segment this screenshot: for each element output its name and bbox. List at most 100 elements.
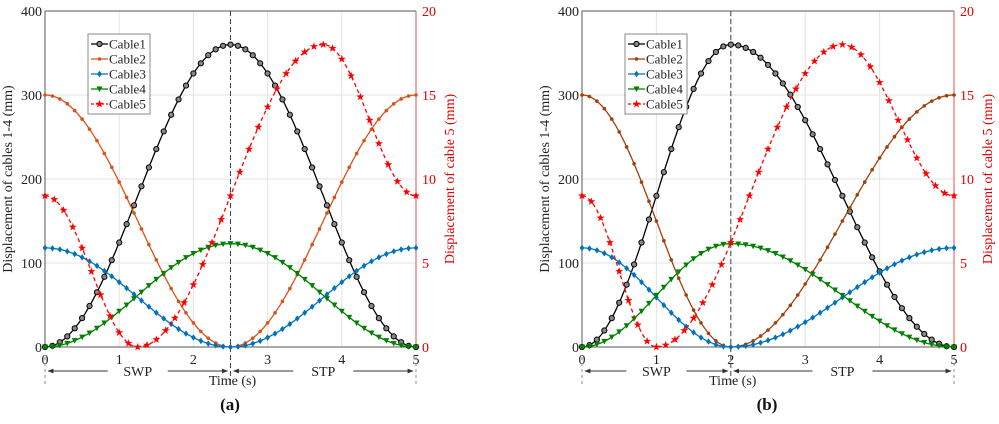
series-cable4 [42,241,419,350]
data-point [249,52,256,59]
data-point [208,238,216,246]
data-point [631,271,637,279]
data-point [170,313,179,322]
data-point [601,327,608,334]
data-point [885,145,889,149]
data-point [228,343,233,351]
data-point [168,265,175,271]
data-point [346,314,353,321]
phase-label-swp: SWP [123,365,152,380]
data-point [273,311,277,315]
data-point [138,289,145,296]
data-point [145,164,152,171]
data-point [152,335,161,343]
series-line [581,94,954,348]
data-point [750,48,757,56]
data-point [819,47,828,56]
data-point [781,312,785,317]
data-point [191,334,196,341]
data-point [817,276,824,283]
data-point [951,244,957,252]
data-point [669,258,674,262]
data-point [754,167,763,176]
data-point [160,128,167,135]
data-point [809,131,816,138]
data-point [727,41,734,48]
data-point [743,342,749,350]
data-point [633,320,642,329]
data-point [59,206,68,214]
data-point [250,340,256,347]
data-point [691,329,696,336]
data-point [884,96,893,104]
data-point [288,286,292,291]
data-point [869,313,876,320]
data-point [912,153,921,162]
data-point [280,325,285,333]
legend-label: Cable3 [109,67,146,82]
data-point [414,93,418,97]
data-point [249,244,256,251]
data-point [123,221,130,228]
y-left-tick-label: 100 [558,257,579,272]
data-point [374,139,383,147]
x-tick-label: 1 [653,353,660,368]
data-point [300,47,309,56]
chart-panel-b: 0 1 2 3 4 5010020030040005101520Displacement … [538,5,996,414]
data-point [773,334,778,341]
data-point [339,278,345,286]
data-point [708,280,717,289]
data-point [391,102,396,106]
data-point [757,245,764,252]
legend-label: Cable2 [109,52,146,67]
data-point [227,241,234,247]
y-left-axis-label: Displacement of cables 1-4 (mm) [1,85,16,273]
data-point [794,262,801,268]
data-point [301,145,308,153]
legend-marker [633,40,640,48]
data-point [668,145,675,153]
data-point [593,341,600,348]
y-left-tick-label: 400 [558,5,579,20]
data-point [309,164,316,171]
x-tick-label: 0 [579,353,586,368]
data-point [726,238,735,246]
data-point [829,42,838,50]
data-point [116,278,122,286]
data-point [809,271,816,278]
panel-label: (a) [220,395,240,414]
data-point [80,117,84,121]
data-point [616,329,623,335]
y-right-tick-label: 10 [422,173,436,188]
legend-marker [634,70,639,78]
data-point [361,325,368,332]
data-point [773,321,778,325]
data-point [773,123,782,131]
data-point [64,248,70,255]
data-point [323,202,331,209]
data-point [595,99,599,103]
data-point [147,242,151,247]
x-tick-label: 5 [951,353,958,368]
y-right-axis-label: Displacement of cable 5 (mm) [981,94,996,265]
data-point [936,245,942,253]
data-point [220,241,227,248]
data-point [369,127,374,131]
data-point [915,110,919,114]
series-cable3 [42,244,419,351]
data-point [72,250,78,258]
data-point [578,191,586,200]
data-point [720,241,727,248]
data-point [153,309,159,316]
data-point [787,327,793,334]
y-left-tick-label: 0 [572,341,579,356]
data-point [324,291,330,298]
data-point [102,151,107,156]
data-point [138,183,145,190]
chart-panel-a: 0 1 2 3 4 5010020030040005101520Displacement … [1,5,458,414]
x-tick-label: 1 [116,353,123,368]
data-point [182,255,189,261]
data-point [331,302,338,309]
data-point [398,246,404,253]
data-point [624,145,629,149]
